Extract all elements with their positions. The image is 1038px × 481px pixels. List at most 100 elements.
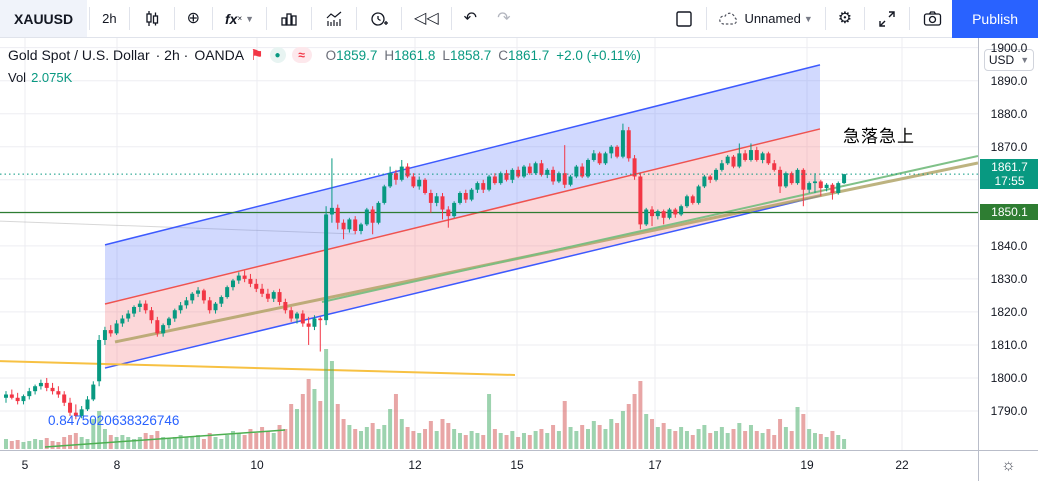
alert-button[interactable] [359,0,399,37]
interval-exchange-label: · 2h · [155,47,189,63]
currency-label: USD [988,53,1015,67]
price-tick-label: 1840.0 [990,238,1028,253]
save-layout-button[interactable]: Unnamed ▼ [709,0,822,37]
cloud-icon [719,9,739,29]
time-tick-label: 8 [113,458,121,472]
price-tick-label: 1890.0 [990,73,1028,88]
price-tick-label: 1820.0 [990,304,1028,319]
support-level-badge: 1850.1 [980,204,1038,221]
divider [450,7,452,30]
divider [266,7,268,30]
chevron-down-icon: ▼ [803,13,813,24]
symbol-button[interactable]: XAUUSD [0,0,88,37]
currency-selector[interactable]: USD ▼ [984,49,1034,71]
change-value: +2.0 (+0.11%) [556,47,641,63]
time-tick-label: 10 [250,458,264,472]
publish-button[interactable]: Publish [952,0,1038,38]
volume-legend[interactable]: Vol 2.075K [8,70,641,85]
market-status-dot-icon[interactable]: ● [269,47,286,63]
top-toolbar: XAUUSD 2h ⊕ fx × ▼ [0,0,1038,38]
price-axis[interactable]: USD ▼ 1900.0 1890.0 1880.0 1870.0 1840.0 1830… [978,38,1038,450]
last-price-value: 1861.7 [991,160,1028,175]
divider [706,7,708,30]
volume-value: 2.075K [31,70,73,85]
chevron-down-icon: ▼ [245,13,255,24]
chevron-down-icon: ▼ [1020,55,1030,65]
flag-icon[interactable]: ⚑ [250,47,264,64]
divider [212,7,213,30]
forecast-button[interactable] [314,0,354,37]
gear-icon: ⚙ [837,9,853,27]
divider [128,7,130,30]
close-label: C [498,47,508,63]
chart-legend: Gold Spot / U.S. Dollar · 2h · OANDA ⚑ ●… [8,46,641,85]
high-value: 1861.8 [394,47,436,63]
symbol-title[interactable]: Gold Spot / U.S. Dollar [8,47,150,63]
bar-countdown: 17:55 [994,174,1025,189]
price-tick-label: 1900.0 [990,40,1028,55]
columns-icon [279,9,299,29]
time-tick-label: 15 [510,458,524,472]
fx-icon: fx [225,10,238,27]
high-label: H [384,47,395,63]
divider [864,7,866,30]
divider [311,7,313,30]
sun-settings-icon: ☼ [1001,457,1016,474]
undo-button[interactable]: ↶ [454,0,487,37]
volume-label: Vol [8,70,27,85]
text-note-annotation[interactable]: 急落急上 [843,127,915,146]
last-price-badge: 1861.7 17:55 [980,159,1038,190]
camera-icon [922,9,942,29]
fullscreen-icon [877,9,897,29]
divider [909,7,911,30]
bar-replay-button[interactable]: ◁◁ [404,0,449,37]
time-tick-label: 22 [895,458,909,472]
ohlc-values: O1859.7 H1861.8 L1858.7 C1861.7 +2.0 (+0… [326,48,641,63]
chart-canvas[interactable] [0,38,978,450]
redo-button[interactable]: ↷ [487,0,520,37]
layout-name-label: Unnamed [744,11,801,26]
alarm-clock-plus-icon [369,9,389,29]
chart-type-button[interactable] [132,0,172,37]
divider [824,7,826,30]
price-tick-label: 1830.0 [990,271,1028,286]
divider [356,7,358,30]
toolbar-right-group: Unnamed ▼ ⚙ Publish [664,0,1038,38]
price-tick-label: 1810.0 [990,337,1028,352]
interval-label: 2h [102,11,117,26]
axis-settings-button[interactable]: ☼ [978,450,1038,481]
divider [173,7,175,30]
price-tick-label: 1880.0 [990,106,1028,121]
divider [89,7,91,30]
open-label: O [325,47,337,63]
low-label: L [442,47,450,63]
channel-value-annotation[interactable]: 0.8475020638326746 [48,413,180,428]
indicators-button[interactable]: fx × ▼ [225,10,255,27]
chart-pane: Gold Spot / U.S. Dollar · 2h · OANDA ⚑ ●… [0,38,978,450]
layout-button[interactable] [664,0,704,37]
delayed-data-icon[interactable]: ≈ [291,47,312,63]
low-value: 1858.7 [449,47,492,63]
trend-bars-icon [324,9,344,29]
circle-plus-icon: ⊕ [186,9,200,27]
price-tick-label: 1800.0 [990,370,1028,385]
time-tick-label: 12 [408,458,422,472]
close-value: 1861.7 [507,47,550,63]
candlestick-icon [142,9,162,29]
symbol-label: XAUUSD [14,10,74,27]
chart-settings-button[interactable]: ⚙ [828,0,862,37]
compare-button[interactable]: ⊕ [177,0,210,37]
interval-button[interactable]: 2h [92,0,126,37]
screenshot-button[interactable] [912,0,952,37]
time-tick-label: 19 [800,458,814,472]
rewind-icon: ◁◁ [414,9,439,27]
toolbar-left-group: XAUUSD 2h ⊕ fx × ▼ [0,0,664,37]
price-tick-label: 1870.0 [990,139,1028,154]
time-axis[interactable]: 5 8 10 12 15 17 19 22 [0,450,978,481]
exchange-label: OANDA [194,47,245,63]
time-tick-label: 17 [648,458,662,472]
fullscreen-button[interactable] [867,0,907,37]
price-tick-label: 1790.0 [990,404,1028,418]
indicator-templates-button[interactable] [269,0,309,37]
